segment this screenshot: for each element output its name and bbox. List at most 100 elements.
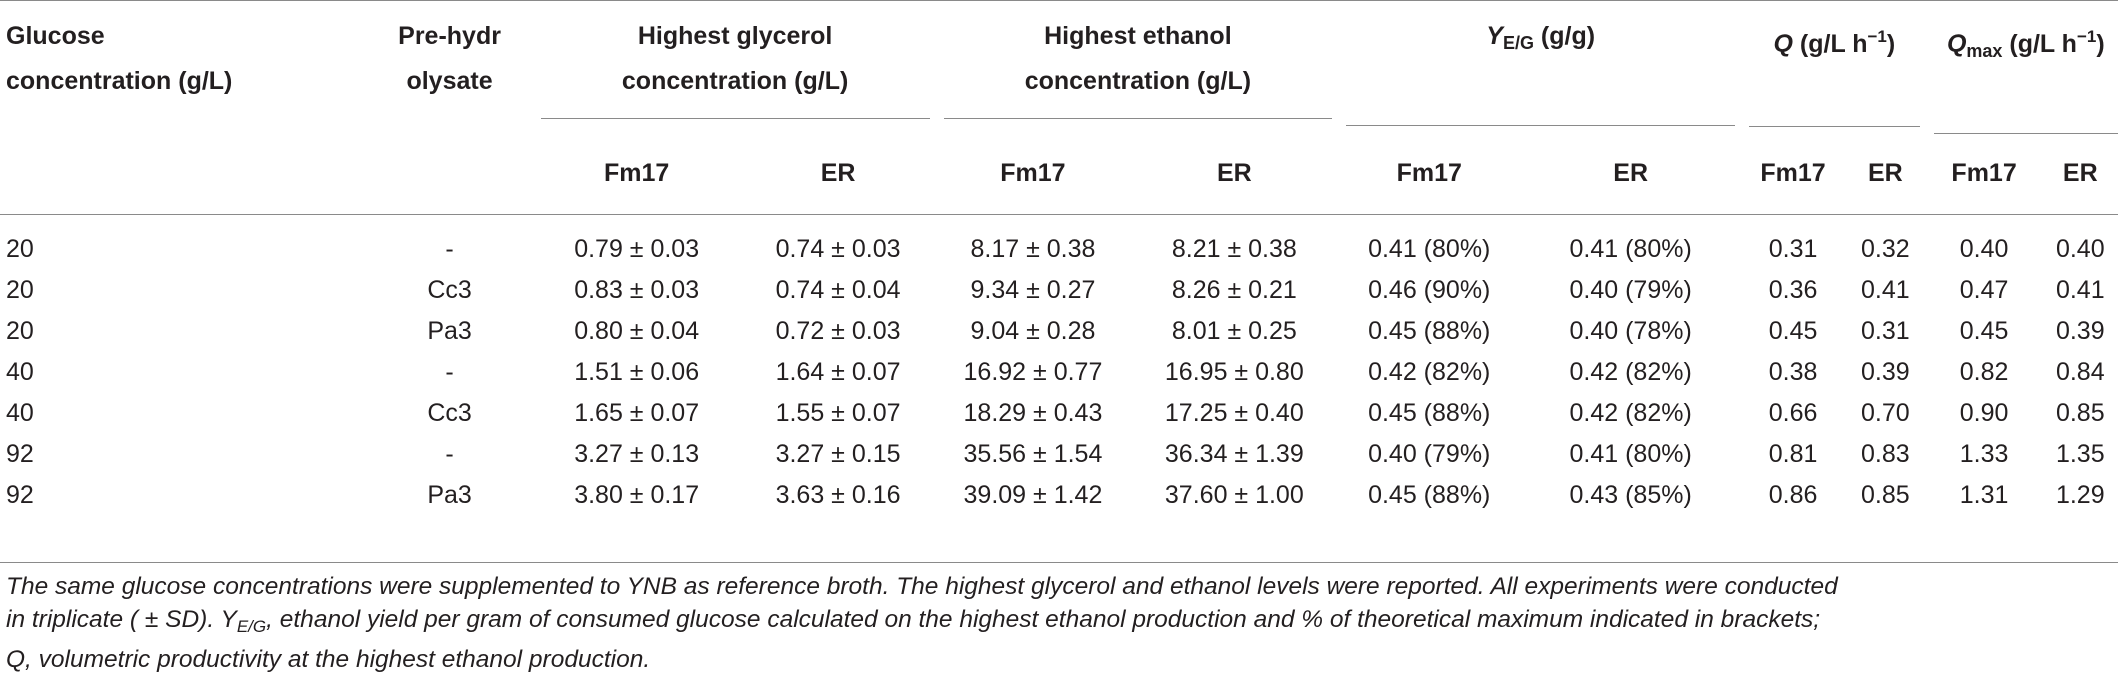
cell-q-er: 0.31 <box>1860 316 1910 345</box>
cell-qmax-er: 0.41 <box>2055 275 2105 304</box>
header-ethanol-text: Highest ethanol concentration (g/L) <box>1024 22 1252 95</box>
cell-prehydrolysate: - <box>445 234 454 263</box>
cell-glucose: 20 <box>6 234 34 263</box>
subheader-q-er: ER <box>1867 159 1903 188</box>
subheader-q-fm17: Fm17 <box>1760 159 1826 188</box>
footnote-line-1: The same glucose concentrations were sup… <box>6 573 1838 600</box>
cell-prehydrolysate: - <box>445 439 454 468</box>
cell-yield-fm17: 0.41 (80%) <box>1368 234 1491 263</box>
cell-qmax-fm17: 1.31 <box>1959 480 2009 509</box>
cell-prehydrolysate: Cc3 <box>427 398 472 427</box>
header-q: Q (g/L h−1) <box>1741 0 1926 134</box>
cell-ethanol-fm17: 18.29 ± 0.43 <box>963 398 1103 427</box>
footnote-line-3: Q, volumetric productivity at the highes… <box>6 646 651 673</box>
cell-glucose: 40 <box>6 398 34 427</box>
cell-glycerol-er: 0.72 ± 0.03 <box>775 316 901 345</box>
cell-glycerol-er: 1.64 ± 0.07 <box>775 357 901 386</box>
cell-prehydrolysate: Pa3 <box>427 316 472 345</box>
subheader-glycerol-er: ER <box>820 159 856 188</box>
cell-qmax-fm17: 0.45 <box>1959 316 2009 345</box>
cell-ethanol-fm17: 9.04 ± 0.28 <box>970 316 1096 345</box>
cell-glucose: 92 <box>6 480 34 509</box>
cell-q-fm17: 0.86 <box>1768 480 1818 509</box>
cell-glycerol-fm17: 0.83 ± 0.03 <box>574 275 700 304</box>
cell-glycerol-fm17: 3.80 ± 0.17 <box>574 480 700 509</box>
cell-glycerol-fm17: 3.27 ± 0.13 <box>574 439 700 468</box>
subheader-qmax-er: ER <box>2062 159 2098 188</box>
cell-glycerol-er: 0.74 ± 0.03 <box>775 234 901 263</box>
cell-prehydrolysate: Cc3 <box>427 275 472 304</box>
header-q-unit: (g/L h <box>1792 30 1868 58</box>
cell-qmax-fm17: 0.40 <box>1959 234 2009 263</box>
header-qmax-subscript: max <box>1966 41 2003 61</box>
cell-q-er: 0.39 <box>1860 357 1910 386</box>
cell-q-er: 0.32 <box>1860 234 1910 263</box>
table-row: 92 - 3.27 ± 0.13 3.27 ± 0.15 35.56 ± 1.5… <box>0 434 2118 475</box>
footnote-line-2-start: in triplicate ( ± SD). Y <box>6 606 237 633</box>
cell-qmax-er: 0.85 <box>2055 398 2105 427</box>
cell-qmax-fm17: 0.90 <box>1959 398 2009 427</box>
subheader-yield-fm17: Fm17 <box>1396 159 1462 188</box>
table-body: 20 - 0.79 ± 0.03 0.74 ± 0.03 8.17 ± 0.38… <box>0 214 2118 516</box>
cell-glycerol-er: 3.27 ± 0.15 <box>775 439 901 468</box>
subheader-glycerol-fm17: Fm17 <box>604 159 670 188</box>
cell-q-fm17: 0.66 <box>1768 398 1818 427</box>
cell-yield-er: 0.41 (80%) <box>1569 439 1692 468</box>
cell-prehydrolysate: - <box>445 357 454 386</box>
header-yield-subscript: E/G <box>1502 33 1534 53</box>
cell-glycerol-er: 1.55 ± 0.07 <box>775 398 901 427</box>
cell-glycerol-fm17: 1.65 ± 0.07 <box>574 398 700 427</box>
footnote-line-2-end: , ethanol yield per gram of consumed glu… <box>266 606 1821 633</box>
table-row: 20 Cc3 0.83 ± 0.03 0.74 ± 0.04 9.34 ± 0.… <box>0 270 2118 311</box>
subheader-ethanol-fm17: Fm17 <box>1000 159 1066 188</box>
cell-qmax-er: 1.35 <box>2055 439 2105 468</box>
header-qmax-unit: (g/L h <box>2002 30 2077 58</box>
footnote-line-2: in triplicate ( ± SD). YE/G, ethanol yie… <box>6 603 2106 643</box>
header-glycerol-text: Highest glycerol concentration (g/L) <box>621 22 849 95</box>
header-q-symbol: Q <box>1773 30 1793 58</box>
cell-yield-fm17: 0.46 (90%) <box>1368 275 1491 304</box>
header-ethanol: Highest ethanol concentration (g/L) <box>936 0 1339 134</box>
cell-qmax-fm17: 0.47 <box>1959 275 2009 304</box>
cell-yield-fm17: 0.42 (82%) <box>1368 357 1491 386</box>
results-table: Glucose concentration (g/L) Pre-hydrolys… <box>0 0 2118 516</box>
header-prehydrolysate-text: Pre-hydrolysate <box>398 22 501 95</box>
cell-ethanol-er: 37.60 ± 1.00 <box>1164 480 1304 509</box>
header-prehydrolysate: Pre-hydrolysate <box>366 0 532 214</box>
cell-ethanol-fm17: 35.56 ± 1.54 <box>963 439 1103 468</box>
cell-yield-er: 0.42 (82%) <box>1569 357 1692 386</box>
cell-q-fm17: 0.31 <box>1768 234 1818 263</box>
footnote-yield-subscript: E/G <box>236 617 267 636</box>
cell-qmax-er: 1.29 <box>2055 480 2105 509</box>
header-yield-unit: (g/g) <box>1533 22 1596 50</box>
header-qmax: Qmax (g/L h−1) <box>1926 0 2118 134</box>
subheader-yield-er: ER <box>1613 159 1648 188</box>
cell-yield-fm17: 0.40 (79%) <box>1368 439 1491 468</box>
cell-qmax-er: 0.39 <box>2055 316 2105 345</box>
cell-ethanol-fm17: 39.09 ± 1.42 <box>963 480 1103 509</box>
cell-yield-er: 0.42 (82%) <box>1569 398 1692 427</box>
cell-q-er: 0.85 <box>1860 480 1910 509</box>
table-top-rule <box>0 0 2118 1</box>
cell-q-er: 0.41 <box>1860 275 1910 304</box>
table-row: 40 - 1.51 ± 0.06 1.64 ± 0.07 16.92 ± 0.7… <box>0 352 2118 393</box>
cell-q-fm17: 0.38 <box>1768 357 1818 386</box>
cell-ethanol-fm17: 8.17 ± 0.38 <box>970 234 1096 263</box>
cell-q-fm17: 0.81 <box>1768 439 1818 468</box>
cell-glucose: 20 <box>6 275 34 304</box>
cell-ethanol-er: 8.26 ± 0.21 <box>1171 275 1297 304</box>
cell-ethanol-fm17: 9.34 ± 0.27 <box>970 275 1096 304</box>
cell-yield-fm17: 0.45 (88%) <box>1368 316 1491 345</box>
header-qmax-superscript: −1 <box>2076 27 2097 46</box>
header-glucose-text: Glucose concentration (g/L) <box>6 22 233 95</box>
header-glucose: Glucose concentration (g/L) <box>0 0 366 214</box>
cell-glycerol-fm17: 1.51 ± 0.06 <box>574 357 700 386</box>
cell-ethanol-er: 16.95 ± 0.80 <box>1164 357 1304 386</box>
cell-yield-fm17: 0.45 (88%) <box>1368 398 1491 427</box>
cell-glycerol-fm17: 0.80 ± 0.04 <box>574 316 700 345</box>
header-qmax-symbol: Q <box>1946 30 1967 58</box>
cell-ethanol-er: 17.25 ± 0.40 <box>1164 398 1304 427</box>
cell-glycerol-er: 0.74 ± 0.04 <box>775 275 901 304</box>
cell-yield-fm17: 0.45 (88%) <box>1368 480 1491 509</box>
